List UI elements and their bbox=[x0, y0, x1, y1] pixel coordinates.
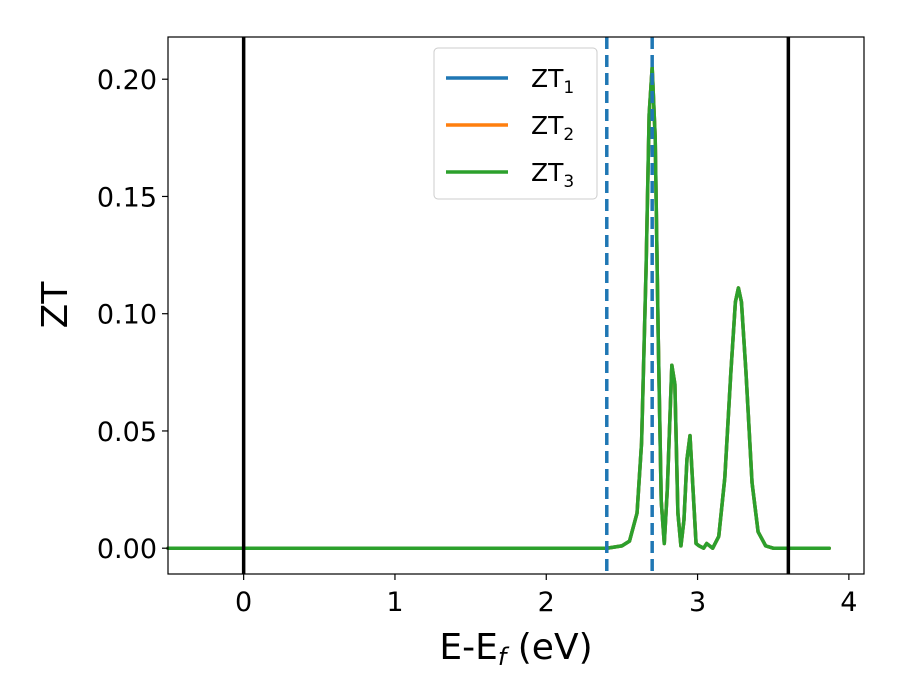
x-axis-label-unit: (eV) bbox=[506, 627, 592, 668]
legend-box bbox=[433, 47, 598, 200]
x-tick-label: 4 bbox=[840, 587, 857, 618]
legend-label-main: ZT bbox=[531, 111, 564, 140]
legend-label-main: ZT bbox=[531, 64, 564, 93]
x-axis-label-main: E-E bbox=[439, 627, 497, 668]
x-tick-label: 3 bbox=[689, 587, 706, 618]
legend-label-sub: 2 bbox=[563, 125, 574, 145]
x-tick-label: 1 bbox=[386, 587, 403, 618]
y-tick-label: 0.05 bbox=[97, 417, 157, 448]
x-tick-label: 2 bbox=[538, 587, 555, 618]
x-tick-label: 0 bbox=[235, 587, 252, 618]
y-axis-label: ZT bbox=[35, 281, 76, 329]
y-tick-label: 0.15 bbox=[97, 182, 157, 213]
plot-frame bbox=[167, 36, 865, 575]
x-axis-ticks: 0 1 2 3 4 bbox=[235, 574, 857, 618]
legend-label-2: ZT2 bbox=[531, 111, 574, 145]
x-axis-label: E-Ef (eV) bbox=[439, 627, 592, 671]
legend-label-sub: 3 bbox=[563, 172, 574, 192]
series-layer bbox=[166, 65, 831, 550]
y-tick-label: 0.20 bbox=[97, 65, 157, 96]
legend-label-1: ZT1 bbox=[531, 64, 574, 98]
legend-label-main: ZT bbox=[531, 158, 564, 187]
y-tick-label: 0.00 bbox=[97, 534, 157, 565]
legend-label-3: ZT3 bbox=[531, 158, 574, 192]
series-line-3 bbox=[166, 65, 831, 550]
y-axis-ticks: 0.00 0.05 0.10 0.15 0.20 bbox=[97, 65, 168, 565]
legend-label-sub: 1 bbox=[563, 78, 574, 98]
vline-layer bbox=[241, 37, 791, 574]
y-tick-label: 0.10 bbox=[97, 300, 157, 331]
